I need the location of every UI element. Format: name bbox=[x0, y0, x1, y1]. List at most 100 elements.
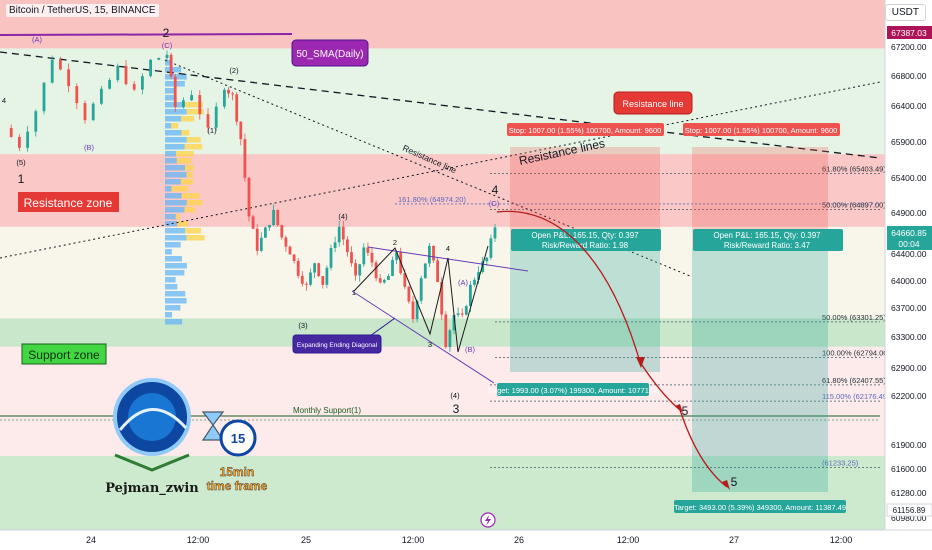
volume-profile-bar bbox=[165, 235, 187, 241]
candle-body bbox=[407, 286, 411, 302]
support-zone bbox=[0, 318, 885, 347]
candle-body bbox=[337, 226, 341, 243]
candle-body bbox=[264, 227, 267, 238]
volume-profile-bar bbox=[165, 291, 186, 297]
volume-profile-bar bbox=[165, 88, 177, 94]
volume-profile-bar bbox=[165, 179, 181, 185]
price-tick-label: 60980.00 bbox=[891, 513, 927, 523]
volume-profile-bar bbox=[165, 60, 171, 66]
price-tag-top bbox=[887, 26, 932, 39]
open-pl-box bbox=[693, 229, 843, 251]
resistance-zone-label: Resistance zone bbox=[24, 196, 113, 210]
candle-body bbox=[317, 263, 321, 277]
volume-profile-bar bbox=[165, 172, 187, 178]
candle-body bbox=[149, 59, 152, 77]
projection-arrow-1 bbox=[496, 210, 641, 363]
candle-body bbox=[366, 247, 370, 253]
support-zone-label: Support zone bbox=[28, 348, 100, 362]
candle-body bbox=[251, 216, 255, 229]
time-axis-panel bbox=[0, 530, 932, 550]
author-avatar-ribbon bbox=[114, 453, 190, 472]
price-tick-label: 65900.00 bbox=[891, 137, 927, 147]
fib-level-label: 50.00% (64897.00) bbox=[822, 200, 886, 209]
candle-body bbox=[460, 313, 464, 315]
candle-body bbox=[259, 237, 263, 251]
fib-level-label: 61.80% (62407.55) bbox=[822, 376, 886, 385]
price-tag-top-label: 67387.03 bbox=[891, 28, 927, 38]
sma-callout-label: 50_SMA(Daily) bbox=[296, 49, 363, 60]
monthly-support-label: Monthly Support(1) bbox=[293, 406, 361, 415]
volume-profile-bar bbox=[165, 305, 181, 311]
time-tick-label: 24 bbox=[86, 535, 96, 545]
candle-body bbox=[157, 57, 161, 60]
arrowhead-2 bbox=[675, 404, 683, 413]
candle-body bbox=[198, 95, 202, 115]
author-avatar-inner bbox=[128, 393, 176, 441]
sma-callout-box bbox=[291, 39, 369, 67]
candle-body bbox=[67, 69, 70, 87]
candle-body bbox=[124, 65, 128, 85]
candle-body bbox=[370, 252, 374, 263]
price-tick-label: 62900.00 bbox=[891, 363, 927, 373]
candle-body bbox=[231, 93, 234, 95]
candle-body bbox=[59, 59, 62, 70]
volume-profile-bar bbox=[165, 256, 182, 262]
volume-profile-bar bbox=[165, 144, 185, 150]
price-tick-label: 66800.00 bbox=[891, 71, 927, 81]
last-price-label: 64660.85 bbox=[891, 228, 927, 238]
candle-body bbox=[391, 259, 394, 276]
candle-body bbox=[387, 275, 390, 280]
candle-body bbox=[415, 300, 419, 320]
wave-label: (C) bbox=[489, 199, 500, 208]
volume-profile-bar bbox=[165, 298, 187, 304]
candle-body bbox=[382, 279, 386, 283]
price-tick-label: 64400.00 bbox=[891, 249, 927, 259]
support-zone-label-box bbox=[21, 343, 107, 365]
candle-body bbox=[165, 54, 169, 58]
candle-body bbox=[341, 226, 345, 240]
price-tick-label: 63300.00 bbox=[891, 332, 927, 342]
volume-profile-bar bbox=[184, 144, 203, 150]
last-price-tag bbox=[887, 226, 932, 250]
candle-body bbox=[477, 271, 480, 280]
volume-profile-bar bbox=[165, 109, 187, 115]
price-tick-label: 61600.00 bbox=[891, 464, 927, 474]
volume-profile-bar bbox=[165, 228, 186, 234]
volume-profile-bar bbox=[165, 242, 181, 248]
candle-body bbox=[469, 284, 472, 307]
upper-green-band bbox=[0, 48, 885, 155]
price-tick-label: 67200.00 bbox=[891, 42, 927, 52]
volume-profile-bar bbox=[165, 319, 183, 325]
candle-body bbox=[190, 95, 193, 101]
wave-label: 3 bbox=[453, 402, 460, 416]
price-tick-label: 62200.00 bbox=[891, 391, 927, 401]
candle-body bbox=[313, 263, 316, 273]
volume-profile-bar bbox=[185, 165, 194, 171]
currency-button[interactable]: USDT bbox=[884, 4, 926, 21]
candle-body bbox=[141, 76, 144, 90]
volume-profile-bar bbox=[171, 123, 179, 129]
volume-profile-bar bbox=[165, 137, 187, 143]
candle-body bbox=[444, 314, 448, 348]
time-tick-label: 25 bbox=[301, 535, 311, 545]
volume-profile-bar bbox=[165, 270, 185, 276]
stop-label: Stop: 1007.00 (1.55%) 100700, Amount: 96… bbox=[509, 126, 662, 135]
candle-body bbox=[132, 84, 136, 90]
volume-profile-bar bbox=[165, 207, 185, 213]
symbol-title: Bitcoin / TetherUS, 15, BINANCE bbox=[6, 4, 159, 17]
position-target-area bbox=[510, 246, 660, 372]
target-label: Target: 1993.00 (3.07%) 199300, Amount: … bbox=[487, 386, 660, 395]
candle-body bbox=[26, 131, 29, 148]
wave-label: (A) bbox=[458, 278, 469, 287]
candle-body bbox=[464, 306, 468, 315]
wave-label: (A) bbox=[32, 35, 43, 44]
candle-body bbox=[374, 262, 378, 279]
resistance-line-dashed bbox=[0, 51, 881, 159]
candle-body bbox=[456, 313, 460, 315]
stop-label-box bbox=[507, 123, 664, 136]
candle-body bbox=[100, 88, 103, 104]
wave-label: (4) bbox=[338, 212, 348, 221]
candle-body bbox=[436, 260, 439, 282]
candle-body bbox=[284, 237, 288, 247]
